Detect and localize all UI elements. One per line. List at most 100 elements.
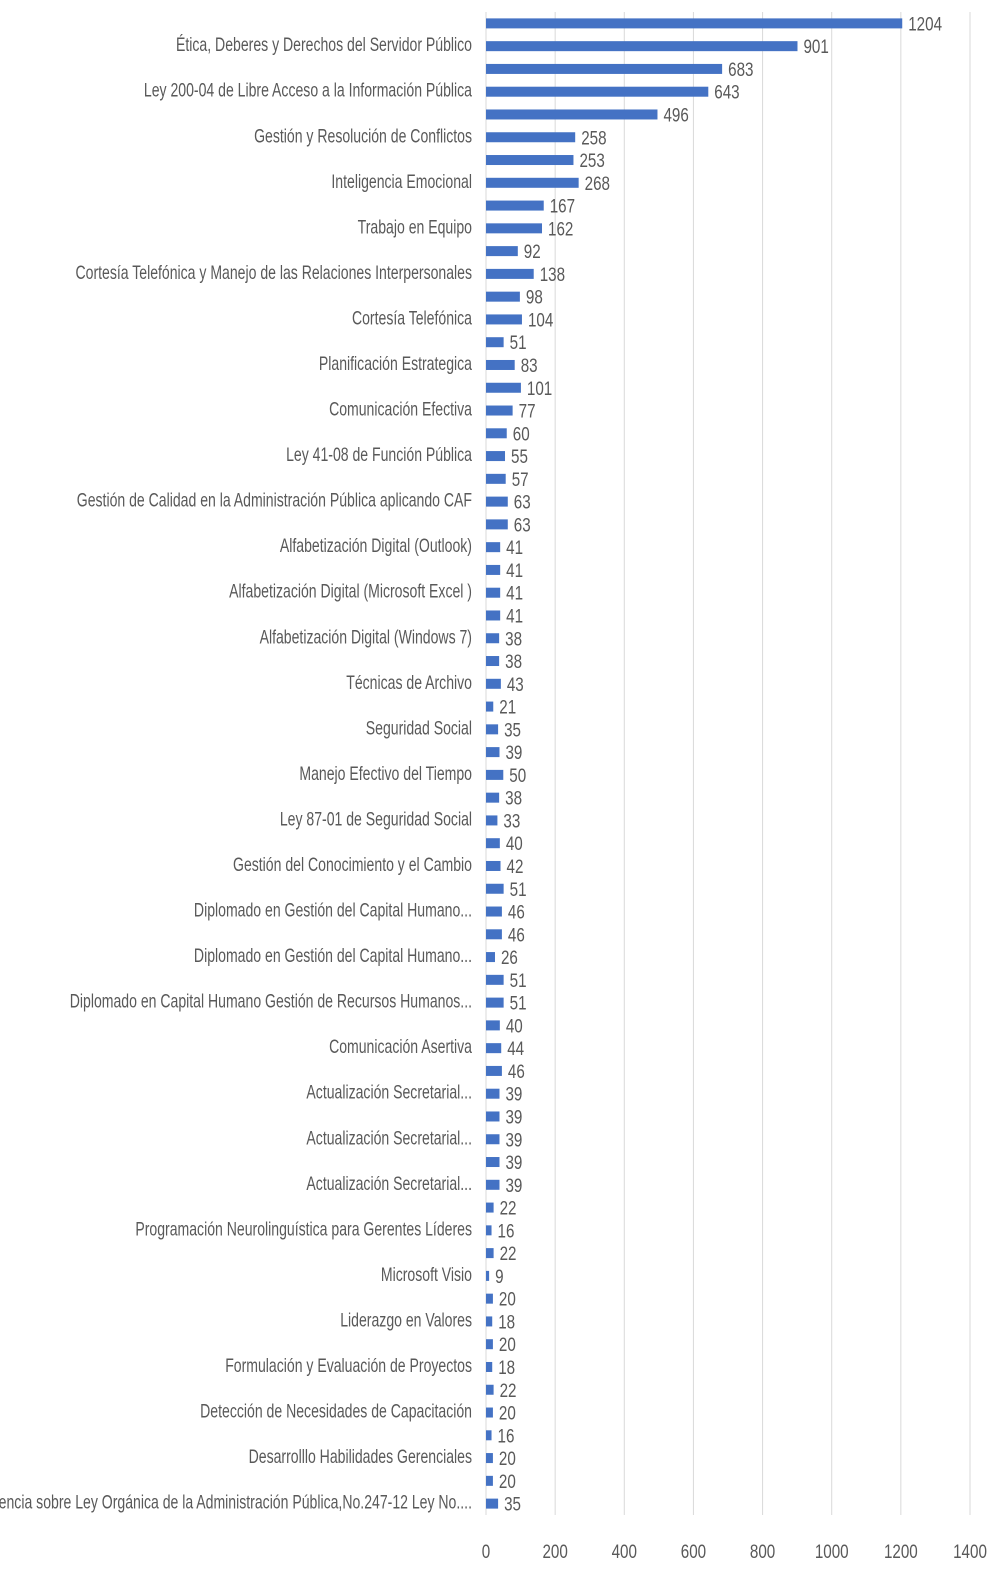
- y-tick-label: Seguridad Social: [366, 717, 472, 739]
- data-label: 162: [548, 218, 573, 240]
- y-tick-label: Formulación y Evaluación de Proyectos: [225, 1355, 472, 1377]
- bar: [486, 1065, 502, 1076]
- y-tick-label: Cortesía Telefónica: [352, 307, 473, 329]
- data-label: 20: [499, 1470, 516, 1492]
- data-label: 41: [506, 537, 523, 559]
- bar: [486, 656, 500, 667]
- data-label: 39: [505, 741, 522, 763]
- bar: [486, 1179, 500, 1190]
- data-label: 38: [505, 628, 522, 650]
- y-tick-label: Conferencia sobre Ley Orgánica de la Adm…: [0, 1492, 472, 1514]
- bar: [486, 1088, 500, 1099]
- y-tick-label: Desarrolllo Habilidades Gerenciales: [249, 1446, 472, 1468]
- data-label: 18: [498, 1311, 515, 1333]
- data-label: 41: [506, 582, 523, 604]
- data-label: 41: [506, 559, 523, 581]
- data-label: 22: [500, 1379, 517, 1401]
- bar: [486, 678, 501, 689]
- data-label: 16: [498, 1425, 515, 1447]
- data-label: 496: [663, 104, 688, 126]
- data-label: 39: [505, 1151, 522, 1173]
- data-label: 643: [714, 81, 739, 103]
- bar: [486, 1316, 493, 1327]
- data-label: 21: [499, 696, 516, 718]
- bar: [486, 1157, 500, 1168]
- data-label: 167: [550, 195, 575, 217]
- data-label: 46: [508, 1060, 525, 1082]
- data-label: 44: [507, 1038, 524, 1060]
- data-label: 51: [510, 332, 527, 354]
- data-label: 138: [540, 263, 565, 285]
- bar: [486, 382, 521, 393]
- y-tick-label: Actualización Secretarial...: [306, 1127, 472, 1149]
- data-label: 38: [505, 787, 522, 809]
- data-label: 51: [510, 992, 527, 1014]
- data-label: 46: [508, 924, 525, 946]
- y-tick-label: Planificación Estrategica: [319, 353, 473, 375]
- y-tick-label: Ley 87-01 de Seguridad Social: [280, 808, 472, 830]
- bar: [486, 1407, 493, 1418]
- y-tick-label: Comunicación Asertiva: [329, 1036, 473, 1058]
- data-label: 83: [521, 354, 538, 376]
- bar: [486, 587, 501, 598]
- data-label: 98: [526, 286, 543, 308]
- bar: [486, 451, 506, 462]
- x-tick-label: 1400: [953, 1540, 987, 1562]
- bar: [486, 1111, 500, 1122]
- data-label: 16: [498, 1220, 515, 1242]
- data-label: 22: [500, 1242, 517, 1264]
- y-tick-label: Microsoft Visio: [381, 1264, 472, 1286]
- data-label: 63: [514, 491, 531, 513]
- bar: [486, 428, 507, 439]
- data-label: 39: [505, 1174, 522, 1196]
- y-tick-label: Gestión y Resolución de Conflictos: [254, 125, 472, 147]
- bar: [486, 701, 494, 712]
- bar: [486, 952, 495, 963]
- y-tick-label: Liderazgo en Valores: [340, 1309, 472, 1331]
- data-label: 26: [501, 946, 518, 968]
- data-label: 39: [505, 1106, 522, 1128]
- y-tick-label: Diplomado en Capital Humano Gestión de R…: [70, 991, 472, 1013]
- bar: [486, 1293, 493, 1304]
- data-label: 51: [510, 969, 527, 991]
- x-tick-label: 600: [681, 1540, 706, 1562]
- data-label: 39: [505, 1129, 522, 1151]
- data-label: 253: [579, 149, 604, 171]
- bar: [486, 860, 501, 871]
- bar: [486, 63, 723, 74]
- data-label: 9: [495, 1265, 503, 1287]
- y-tick-label: Actualización Secretarial...: [306, 1173, 472, 1195]
- bar: [486, 838, 500, 849]
- data-label: 46: [508, 901, 525, 923]
- data-label: 22: [500, 1197, 517, 1219]
- x-tick-label: 800: [750, 1540, 775, 1562]
- bar: [486, 929, 502, 940]
- bar: [486, 473, 506, 484]
- data-label: 38: [505, 650, 522, 672]
- bar: [486, 1453, 493, 1464]
- bar: [486, 1498, 499, 1509]
- bar: [486, 86, 709, 97]
- bar: [486, 268, 534, 279]
- x-tick-label: 400: [612, 1540, 637, 1562]
- data-label: 40: [506, 1015, 523, 1037]
- y-tick-label: Diplomado en Gestión del Capital Humano.…: [194, 899, 472, 921]
- y-tick-label: Programación Neurolinguística para Geren…: [135, 1218, 472, 1240]
- bar: [486, 1475, 493, 1486]
- bar: [486, 177, 579, 188]
- bar: [486, 1225, 492, 1236]
- bar: [486, 496, 508, 507]
- bar: [486, 1270, 490, 1281]
- bar: [486, 1361, 493, 1372]
- y-tick-label: Alfabetización Digital (Windows 7): [260, 626, 472, 648]
- data-label: 42: [507, 855, 524, 877]
- data-label: 901: [803, 36, 828, 58]
- bar: [486, 155, 574, 166]
- bar: [486, 1248, 494, 1259]
- bar: [486, 314, 522, 325]
- y-tick-label: Detección de Necesidades de Capacitación: [200, 1400, 472, 1422]
- x-tick-label: 1200: [884, 1540, 918, 1562]
- bar: [486, 359, 515, 370]
- y-tick-label: Gestión de Calidad en la Administración …: [77, 490, 472, 512]
- bar: [486, 724, 499, 735]
